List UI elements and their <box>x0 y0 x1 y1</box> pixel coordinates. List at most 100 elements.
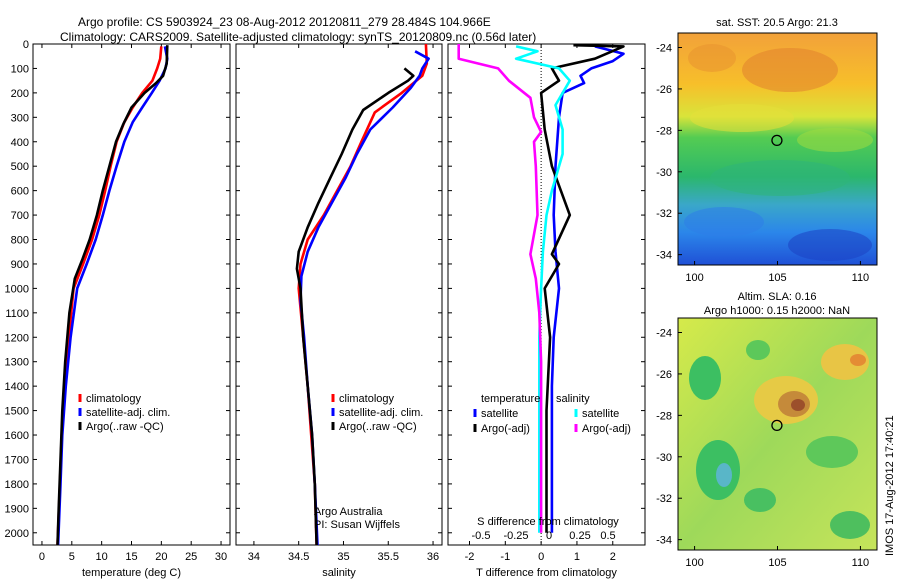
plot-frame <box>32 43 231 546</box>
legend-title-salinity: salinity <box>556 393 590 405</box>
x-tick-label: 5 <box>69 551 75 563</box>
x-tick-label: 30 <box>215 551 227 563</box>
timestamp-stamp: IMOS 17-Aug-2012 17:40:21 <box>884 415 896 556</box>
legend-label: Argo(-adj) <box>582 423 631 435</box>
legend-label: satellite-adj. clim. <box>339 407 423 419</box>
secondary-x-tick-label: -0.25 <box>503 530 528 542</box>
y-tick-label: 500 <box>11 161 29 173</box>
x-tick-label: 1 <box>574 551 580 563</box>
map-x-tick-label: 100 <box>685 272 703 284</box>
y-tick-label: 1400 <box>5 381 29 393</box>
difference-profile-panel: -2 -1 0 1 2 T difference from climatology temp… <box>447 43 646 579</box>
map-y-tick-label: -28 <box>656 125 672 137</box>
figure-title: Argo profile: CS 5903924_23 08-Aug-2012 … <box>60 15 536 44</box>
x-tick-label: 35.5 <box>378 551 399 563</box>
x-tick-label: 20 <box>155 551 167 563</box>
legend-label: satellite-adj. clim. <box>86 407 170 419</box>
annotation-text: Argo Australia <box>314 506 383 518</box>
x-tick-label: 15 <box>125 551 137 563</box>
x-tick-label: 35 <box>337 551 349 563</box>
map-y-tick-label: -24 <box>656 43 672 55</box>
y-tick-label: 1100 <box>5 308 29 320</box>
y-tick-label: 1000 <box>5 283 29 295</box>
secondary-x-tick-label: -0.5 <box>472 530 491 542</box>
series-line-temperature-satellite <box>550 45 625 533</box>
x-axis-label: T difference from climatology <box>476 567 617 579</box>
sst-map-panel: sat. SST: 20.5 Argo: 21.3 100 105 110 -24 -2… <box>656 17 878 284</box>
sst-heatmap-texture <box>684 44 873 261</box>
x-tick-label: 36 <box>427 551 439 563</box>
map-y-tick-label: -24 <box>656 328 672 340</box>
argo-location-marker <box>771 419 783 432</box>
y-tick-label: 1700 <box>5 454 29 466</box>
x-tick-label: 34.5 <box>288 551 309 563</box>
map-x-tick-label: 100 <box>685 557 703 569</box>
y-tick-label: 800 <box>11 235 29 247</box>
title-line-1: Argo profile: CS 5903924_23 08-Aug-2012 … <box>78 15 491 29</box>
y-tick-label: 100 <box>11 63 29 75</box>
series-line-salinity-argo-adj- <box>457 44 543 533</box>
x-axis-label: temperature (deg C) <box>82 567 181 579</box>
map-y-tick-label: -32 <box>656 493 672 505</box>
plot-frame <box>235 43 443 546</box>
annotation-text: PI: Susan Wijffels <box>314 519 400 531</box>
secondary-x-tick-label: 0 <box>546 530 552 542</box>
map-x-tick-label: 105 <box>768 557 786 569</box>
sla-heatmap-texture <box>689 340 870 539</box>
map-y-tick-label: -32 <box>656 208 672 220</box>
y-tick-label: 700 <box>11 210 29 222</box>
sla-map-title-2: Argo h1000: 0.15 h2000: NaN <box>704 305 850 317</box>
secondary-x-tick-label: 0.25 <box>569 530 590 542</box>
x-tick-label: 34 <box>248 551 260 563</box>
x-tick-label: 0 <box>538 551 544 563</box>
sst-map-title: sat. SST: 20.5 Argo: 21.3 <box>716 17 838 29</box>
title-line-2: Climatology: CARS2009. Satellite-adjuste… <box>60 30 536 44</box>
map-x-tick-label: 110 <box>852 272 870 284</box>
x-tick-label: 2 <box>610 551 616 563</box>
x-tick-label: 10 <box>96 551 108 563</box>
series-line-argo-raw-qc- <box>295 67 415 546</box>
legend-label: climatology <box>86 393 142 405</box>
legend-label: Argo(..raw -QC) <box>86 421 164 433</box>
y-tick-label: 1500 <box>5 406 29 418</box>
x-tick-label: 25 <box>185 551 197 563</box>
legend-label: satellite <box>582 408 619 420</box>
x-tick-label: -2 <box>465 551 475 563</box>
y-tick-label: 400 <box>11 137 29 149</box>
argo-location-marker <box>771 134 783 147</box>
legend-label: satellite <box>481 408 518 420</box>
secondary-axis-label: S difference from climatology <box>477 516 619 528</box>
legend-label: Argo(..raw -QC) <box>339 421 417 433</box>
y-tick-label: 300 <box>11 112 29 124</box>
sla-map-title-1: Altim. SLA: 0.16 <box>738 291 817 303</box>
map-y-tick-label: -34 <box>656 535 672 547</box>
map-y-tick-label: -34 <box>656 250 672 262</box>
map-x-tick-label: 110 <box>852 557 870 569</box>
secondary-x-tick-label: 0.5 <box>600 530 615 542</box>
y-tick-label: 200 <box>11 88 29 100</box>
y-tick-label: 1300 <box>5 357 29 369</box>
map-y-tick-label: -30 <box>656 167 672 179</box>
x-axis-label: salinity <box>322 567 356 579</box>
map-y-tick-label: -26 <box>656 369 672 381</box>
map-y-tick-label: -30 <box>656 452 672 464</box>
sla-map-panel: Altim. SLA: 0.16 Argo h1000: 0.15 h2000:… <box>656 291 878 569</box>
salinity-profile-panel: 34 34.5 35 35.5 36 salinity climatology satelli… <box>235 43 443 579</box>
y-tick-label: 1600 <box>5 430 29 442</box>
y-tick-label: 1200 <box>5 332 29 344</box>
y-tick-label: 1900 <box>5 503 29 515</box>
map-y-tick-label: -28 <box>656 410 672 422</box>
legend-title-temperature: temperature <box>481 393 540 405</box>
y-tick-label: 0 <box>23 39 29 51</box>
series-line-temperature-argo-adj- <box>539 43 625 533</box>
series-line-argo-raw-qc- <box>56 45 169 546</box>
y-tick-label: 900 <box>11 259 29 271</box>
map-y-tick-label: -26 <box>656 84 672 96</box>
x-tick-label: -1 <box>500 551 510 563</box>
legend-label: climatology <box>339 393 395 405</box>
legend-label: Argo(-adj) <box>481 423 530 435</box>
y-tick-label: 1800 <box>5 479 29 491</box>
map-x-tick-label: 105 <box>768 272 786 284</box>
y-tick-label: 2000 <box>5 528 29 540</box>
